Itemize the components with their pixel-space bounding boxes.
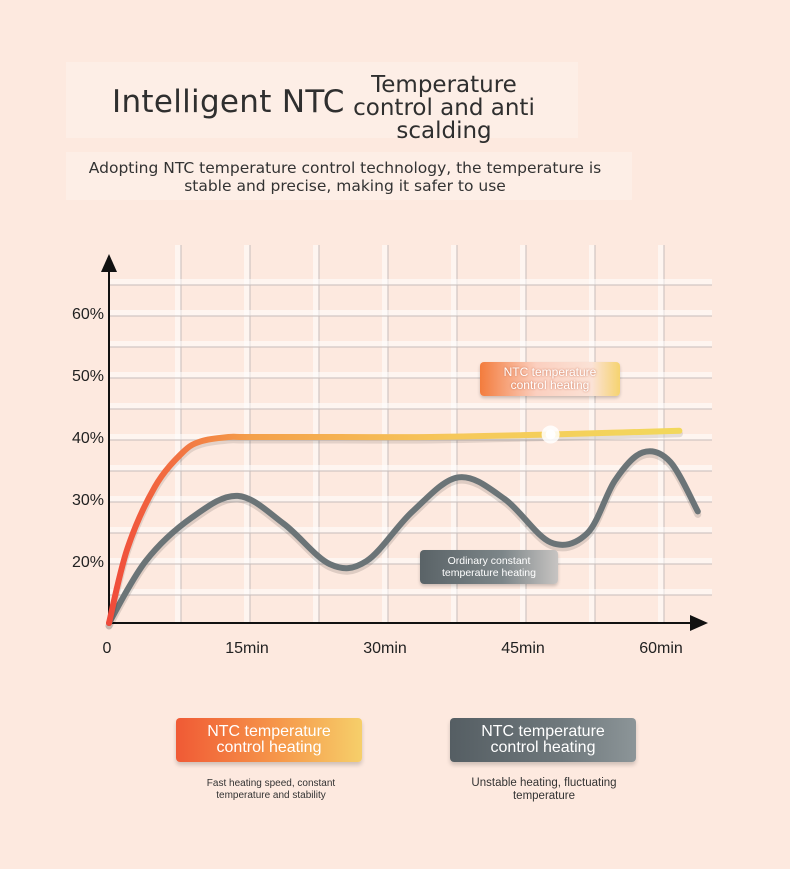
ntc-series-line — [106, 427, 683, 626]
ntc-curve-tag-label: NTC temperature control heating — [503, 365, 597, 392]
ordinary-curve-tag-label: Ordinary constant temperature heating — [442, 555, 536, 579]
chart-lines — [105, 425, 702, 630]
description-panel — [66, 152, 632, 200]
legend-ordinary: NTC temperature control heating — [450, 718, 636, 762]
x-tick-label: 0 — [103, 640, 112, 657]
chart-ticks: 20% 30% 40% 50% 60% 0 15min 30min 45min 60min — [72, 306, 683, 657]
legend-ntc-label: NTC temperature control heating — [207, 723, 331, 756]
y-tick-label: 30% — [72, 492, 104, 509]
x-tick-label: 60min — [639, 640, 683, 657]
legend-ntc: NTC temperature control heating — [176, 718, 362, 762]
chart-axes — [101, 254, 708, 631]
title-panel — [66, 62, 578, 138]
x-tick-label: 30min — [363, 640, 407, 657]
y-tick-label: 60% — [72, 306, 104, 323]
ordinary-curve-tag: Ordinary constant temperature heating — [420, 550, 558, 584]
description-text: Adopting NTC temperature control technol… — [88, 159, 602, 195]
ordinary-series-shadow — [105, 450, 702, 630]
y-tick-label: 40% — [72, 430, 104, 447]
y-tick-label: 20% — [72, 554, 104, 571]
x-tick-label: 45min — [501, 640, 545, 657]
legend-ntc-description: Fast heating speed, constant temperature… — [206, 778, 336, 801]
page-subtitle: Temperature control and anti scalding — [353, 72, 535, 144]
page-title: Intelligent NTC — [112, 84, 345, 120]
ordinary-series-line — [106, 448, 701, 626]
ntc-curve-tag: NTC temperature control heating — [480, 362, 620, 396]
ntc-highlight-dot-core — [545, 429, 556, 440]
y-tick-label: 50% — [72, 368, 104, 385]
legend-ordinary-description: Unstable heating, fluctuating temperatur… — [471, 777, 617, 802]
legend-ordinary-label: NTC temperature control heating — [481, 723, 605, 756]
x-tick-label: 15min — [225, 640, 269, 657]
